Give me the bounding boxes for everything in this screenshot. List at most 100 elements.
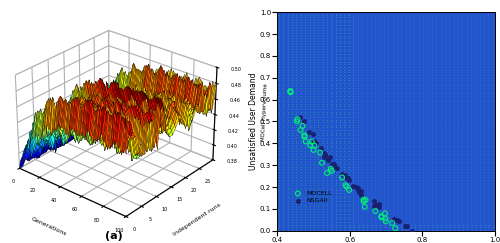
Point <box>402 115 409 119</box>
Point <box>384 60 392 64</box>
Point <box>415 207 423 211</box>
Point <box>458 220 466 224</box>
Point <box>398 223 406 226</box>
Point <box>314 91 322 95</box>
Point <box>476 104 484 108</box>
Point <box>415 123 423 127</box>
Point <box>393 191 401 195</box>
Point <box>458 86 466 90</box>
Point <box>340 120 348 124</box>
Point <box>406 228 414 232</box>
Point <box>332 225 340 229</box>
Point <box>428 57 436 61</box>
Point <box>428 128 436 132</box>
Point <box>275 209 283 213</box>
Point <box>432 152 440 156</box>
Point <box>306 115 314 119</box>
Point <box>458 147 466 150</box>
Point <box>436 225 444 229</box>
Point <box>406 173 414 177</box>
Point <box>472 15 480 19</box>
Point <box>484 18 492 22</box>
Point <box>446 20 454 24</box>
Point <box>441 89 449 93</box>
Point <box>336 178 344 182</box>
Point <box>310 225 318 229</box>
Point <box>328 152 336 156</box>
Point <box>288 225 296 229</box>
Point <box>371 147 379 150</box>
Point <box>398 31 406 35</box>
Point <box>349 91 357 95</box>
Point <box>476 28 484 32</box>
Point <box>493 215 500 219</box>
Point <box>489 102 497 106</box>
Point <box>362 15 370 19</box>
Point <box>428 189 436 192</box>
Point <box>458 112 466 116</box>
Point <box>301 73 309 77</box>
Point <box>402 223 409 226</box>
Point <box>306 149 314 153</box>
Point <box>384 91 392 95</box>
Point <box>436 167 444 171</box>
Point <box>336 160 344 164</box>
Point <box>340 60 348 64</box>
Point <box>332 167 340 171</box>
Point <box>446 65 454 69</box>
Point <box>323 110 331 114</box>
Point <box>432 136 440 140</box>
Point <box>419 131 427 135</box>
Point <box>388 120 396 124</box>
Point <box>323 136 331 140</box>
Point <box>345 65 353 69</box>
Point <box>441 20 449 24</box>
Point <box>484 220 492 224</box>
Point <box>292 39 300 43</box>
Point <box>301 107 309 111</box>
Point <box>489 97 497 101</box>
Point <box>438 225 446 229</box>
Point <box>340 31 348 35</box>
Point <box>450 73 458 77</box>
Point <box>318 194 326 198</box>
Point <box>349 160 357 164</box>
Point <box>344 99 352 103</box>
Point <box>280 147 287 150</box>
Point <box>467 99 475 103</box>
Point <box>288 91 296 95</box>
Point <box>484 201 492 205</box>
Point <box>288 220 296 224</box>
Point <box>450 209 458 213</box>
Point <box>446 31 454 35</box>
Point <box>288 175 296 179</box>
Point <box>419 191 427 195</box>
Point <box>450 160 458 164</box>
Point <box>358 149 366 153</box>
Point <box>454 165 462 169</box>
Point <box>476 220 484 224</box>
Point <box>384 165 392 169</box>
Point <box>323 44 331 48</box>
Point <box>328 178 336 182</box>
Point <box>284 186 292 190</box>
Point <box>275 70 283 74</box>
Point <box>318 207 326 211</box>
Point <box>419 55 427 59</box>
Point <box>398 68 406 72</box>
Point <box>428 173 436 177</box>
Point <box>318 47 326 51</box>
Point <box>376 18 384 22</box>
Point <box>476 133 484 137</box>
Point <box>489 217 497 221</box>
Point <box>410 102 418 106</box>
Point <box>328 196 336 200</box>
Point <box>363 228 371 232</box>
Point <box>432 68 440 72</box>
Point <box>371 26 379 30</box>
Point <box>328 133 336 137</box>
Point <box>358 160 366 164</box>
Point <box>384 223 392 226</box>
Point <box>419 223 427 226</box>
Point <box>362 76 370 79</box>
